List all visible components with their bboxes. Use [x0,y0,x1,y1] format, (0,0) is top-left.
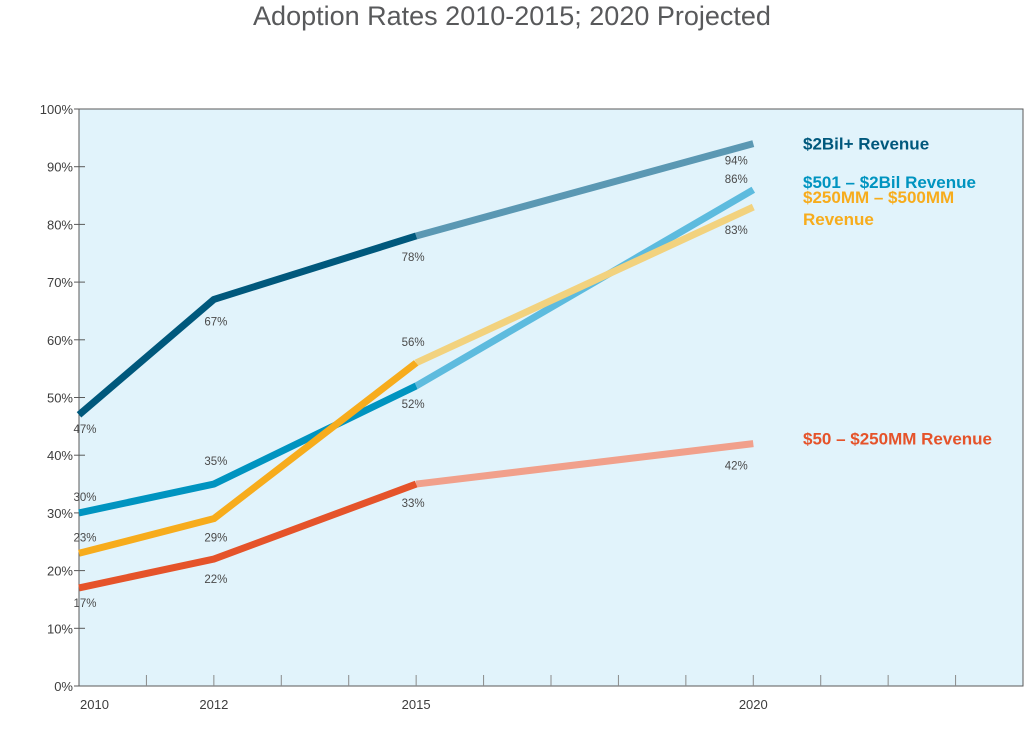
series-projected-line [415,140,755,240]
data-label: 42% [725,461,748,473]
data-label: 17% [73,598,96,610]
x-tick-label: 2012 [199,697,228,712]
data-label: 30% [73,492,96,504]
data-label: 22% [204,574,227,586]
series-name-label: $2Bil+ Revenue [803,135,929,154]
data-label: 35% [204,456,227,468]
data-label: 83% [725,225,748,237]
series-line [78,360,419,557]
series-line [78,480,418,592]
data-label: 29% [204,533,227,545]
series-projected-line [415,440,754,488]
y-tick-label: 10% [47,621,73,636]
y-tick-label: 90% [47,160,73,175]
data-label: 56% [402,337,425,349]
series-name-label: $250MM – $500MM [803,188,954,207]
data-label: 94% [725,156,748,168]
data-label: 86% [725,174,748,186]
data-label: 23% [73,532,96,544]
series-name-label: $50 – $250MM Revenue [803,430,992,449]
data-label: 33% [402,498,425,510]
data-label: 52% [402,399,425,411]
y-tick-label: 0% [54,679,73,694]
x-tick-label: 2020 [739,697,768,712]
y-tick-label: 100% [40,102,74,117]
series-line [76,232,418,418]
y-tick-label: 70% [47,275,73,290]
y-tick-label: 20% [47,564,73,579]
series-projected-line [414,203,755,367]
y-tick-label: 80% [47,217,73,232]
data-label: 67% [204,316,227,328]
data-label: 78% [402,252,425,264]
series-name-label: $501 – $2Bil Revenue [803,173,976,192]
data-label: 47% [73,424,96,436]
y-tick-label: 50% [47,391,73,406]
y-tick-label: 40% [47,448,73,463]
y-tick-label: 60% [47,333,73,348]
series-name-label: Revenue [803,210,874,229]
chart-title: Adoption Rates 2010-2015; 2020 Projected [253,1,771,31]
plot-area [78,108,1024,687]
y-tick-label: 30% [47,506,73,521]
x-tick-label: 2010 [80,697,109,712]
x-tick-label: 2015 [402,697,431,712]
